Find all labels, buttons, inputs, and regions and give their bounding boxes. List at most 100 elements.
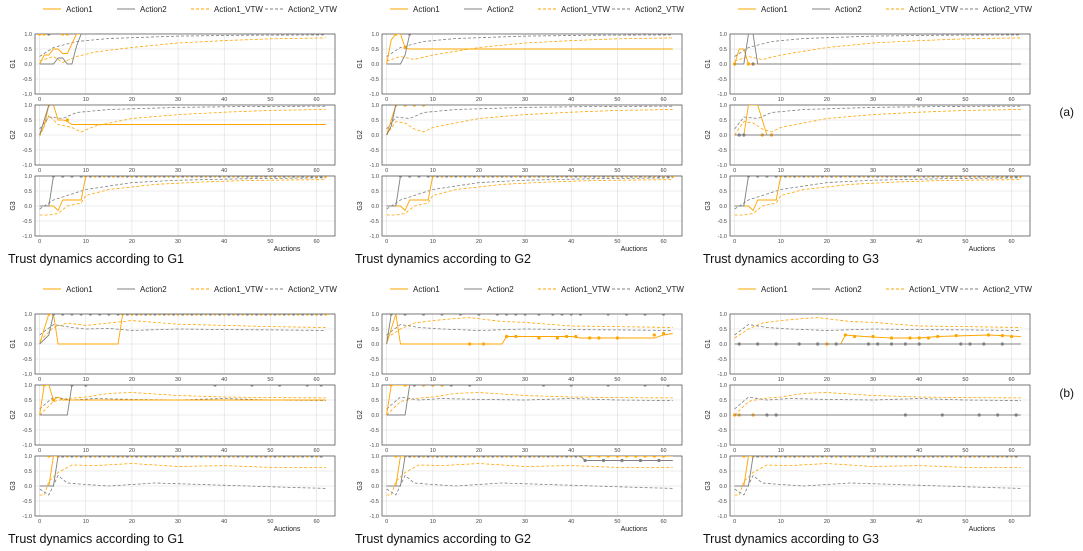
y-tick-label: 0.0: [719, 342, 727, 348]
marker-action2: [449, 385, 453, 387]
marker-action2: [273, 456, 277, 458]
x-tick-label: 50: [267, 168, 273, 174]
marker-action2: [236, 176, 240, 178]
marker-action1: [588, 336, 592, 340]
series-layer: [386, 385, 673, 416]
marker-action2: [250, 385, 254, 387]
y-tick-label: -1.0: [370, 92, 379, 98]
y-tick-label: -0.5: [718, 77, 727, 83]
marker-action2: [765, 413, 769, 417]
marker-action2: [319, 385, 323, 387]
x-tick-label: 60: [313, 377, 319, 383]
marker-action2: [88, 314, 92, 316]
marker-action2: [756, 456, 760, 458]
marker-action2: [435, 176, 439, 178]
x-tick-label: 60: [1008, 519, 1014, 525]
series-action2_vtw: [734, 105, 1021, 130]
marker-action2: [291, 176, 296, 178]
x-tick-label: 50: [962, 448, 968, 454]
x-tick-label: 20: [824, 448, 830, 454]
legend-label-action2: Action2: [487, 5, 514, 14]
marker-action2: [264, 314, 268, 316]
legend-label-action2_vtw: Action2_VTW: [983, 285, 1032, 294]
axes-frame: [729, 384, 1031, 446]
legend-label-action2: Action2: [140, 5, 167, 14]
marker-action2: [218, 456, 222, 458]
marker-action2: [816, 342, 820, 346]
x-tick-label: 20: [824, 168, 830, 174]
x-tick-label: 0: [385, 519, 388, 525]
series-layer: [39, 105, 326, 137]
x-tick-label: 60: [660, 377, 666, 383]
x-tick-label: 10: [778, 239, 784, 245]
y-tick-label: 0.5: [719, 327, 727, 333]
axes-frame: [729, 104, 1031, 166]
series-layer: [733, 34, 1021, 66]
marker-action2: [977, 176, 981, 178]
marker-action1: [954, 334, 958, 338]
subplot-g3: -1.0 -0.5 0.0 0.5 1.0 0 10 20 30 40 50 60 G3 Auctions…: [703, 454, 1031, 546]
marker-action2: [917, 342, 921, 346]
y-tick-label: 0.0: [719, 484, 727, 490]
chart-b-2: Action1 Action2 Action1_VTW Action2_VTW -1.0…: [355, 285, 684, 546]
marker-action2: [98, 314, 102, 316]
subplot-g1: -1.0 -0.5 0.0 0.5 1.0 0 10 20 30 40 50 60 G1: [10, 312, 336, 383]
marker-action2: [638, 458, 643, 463]
series-action2: [39, 105, 326, 136]
marker-action2: [389, 314, 393, 316]
marker-action2: [181, 314, 185, 316]
x-tick-label: 10: [83, 239, 89, 245]
marker-action2: [208, 176, 212, 178]
marker-action2: [625, 314, 629, 316]
marker-action2: [227, 314, 231, 316]
y-tick-label: 0.5: [371, 189, 379, 195]
marker-action2: [606, 314, 610, 316]
marker-action2: [144, 176, 148, 178]
x-tick-label: 40: [568, 168, 574, 174]
subplot-g1: -1.0 -0.5 0.0 0.5 1.0 0 10 20 30 40 50 60 G1: [357, 32, 683, 103]
series-action2_vtw: [386, 105, 673, 130]
y-axis-label: G1: [357, 59, 364, 68]
y-tick-label: -1.0: [370, 514, 379, 520]
series-action1_vtw: [386, 463, 673, 496]
x-tick-label: 40: [221, 519, 227, 525]
y-tick-label: 1.0: [24, 103, 32, 109]
marker-action1: [843, 333, 847, 337]
series-layer: [39, 314, 328, 345]
marker-action2: [514, 314, 518, 316]
marker-action2: [876, 342, 880, 346]
marker-action2: [153, 176, 157, 178]
marker-action1: [65, 34, 69, 36]
marker-action2: [894, 176, 898, 178]
marker-action2: [839, 456, 843, 458]
x-tick-label: 20: [129, 519, 135, 525]
y-tick-label: 1.0: [371, 174, 379, 180]
marker-action1: [468, 342, 472, 346]
x-tick-label: 40: [221, 239, 227, 245]
marker-action2: [601, 458, 606, 463]
marker-action2: [811, 456, 815, 458]
chart-caption: Trust dynamics according to G3: [703, 252, 879, 266]
x-tick-label: 0: [733, 519, 736, 525]
marker-action2: [774, 342, 778, 346]
marker-action2: [643, 314, 647, 316]
y-tick-label: 0.0: [24, 342, 32, 348]
marker-action2: [666, 176, 670, 178]
chart-caption: Trust dynamics according to G2: [355, 252, 531, 266]
marker-action2: [1000, 342, 1004, 346]
x-tick-label: 20: [476, 448, 482, 454]
marker-action2: [412, 385, 416, 387]
y-tick-label: -1.0: [718, 163, 727, 169]
marker-action2: [310, 176, 314, 178]
series-action1_vtw: [734, 109, 1021, 136]
marker-action2: [213, 385, 217, 387]
y-tick-label: 0.5: [371, 47, 379, 53]
y-axis-label: G3: [10, 201, 17, 210]
marker-action2: [537, 176, 541, 178]
x-axis-label: Auctions: [969, 246, 996, 253]
marker-action2: [643, 385, 647, 387]
marker-action2: [876, 456, 880, 458]
x-tick-label: 20: [824, 97, 830, 103]
y-tick-label: -0.5: [370, 219, 379, 225]
chart-a-2: Action1 Action2 Action1_VTW Action2_VTW -1.0…: [355, 5, 684, 266]
